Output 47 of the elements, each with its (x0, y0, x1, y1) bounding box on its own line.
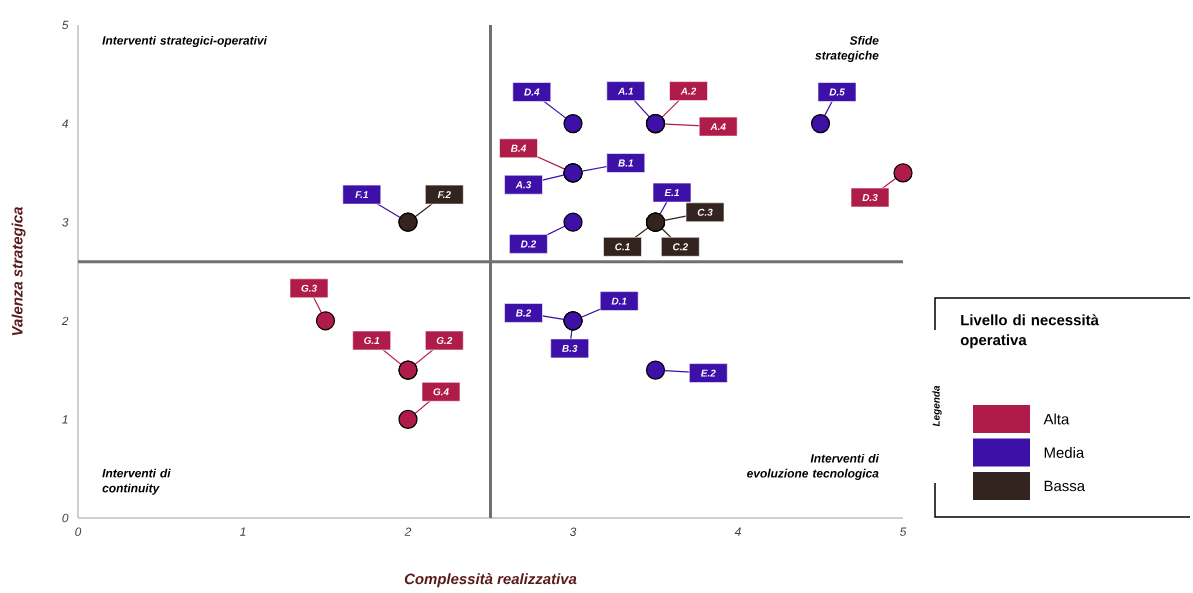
annotation: Interventi strategici-operativi (102, 35, 268, 48)
y-tick-label: 3 (62, 217, 69, 227)
x-tick-label: 3 (569, 527, 577, 536)
data-label: G.3 (301, 284, 317, 292)
data-label: G.1 (364, 336, 380, 345)
data-label: F.1 (355, 191, 368, 199)
data-label: D.2 (520, 240, 537, 248)
data-label: G.4 (433, 388, 449, 396)
data-label: E.2 (701, 369, 716, 377)
y-tick-label: 1 (62, 415, 68, 424)
data-label: A.3 (515, 181, 532, 189)
annotation: Interventi di continuity (102, 468, 171, 495)
data-label: B.3 (562, 344, 578, 352)
data-label: C.1 (615, 243, 630, 251)
data-label: A.4 (710, 123, 726, 131)
x-tick-label: 0 (75, 527, 82, 536)
data-label: B.4 (510, 144, 527, 152)
x-tick-label: 4 (734, 527, 741, 536)
x-axis-title: Complessità realizzativa (404, 573, 577, 588)
y-tick-label: 2 (61, 316, 69, 325)
legend-label: Bassa (1044, 480, 1086, 492)
annotation: Sfide strategiche (815, 35, 879, 63)
data-label: G.2 (436, 336, 453, 345)
y-axis-title: Valenza strategica (11, 207, 26, 336)
x-tick-label: 5 (899, 527, 907, 536)
legend-label: Media (1044, 447, 1085, 458)
legend-title: Livello di necessità operativa (960, 314, 1099, 349)
y-tick-label: 4 (61, 119, 69, 128)
data-label: C.2 (673, 243, 688, 251)
data-label: B.1 (618, 159, 634, 167)
data-label: D.3 (862, 193, 878, 202)
data-label: F.2 (437, 191, 451, 199)
x-tick-label: 1 (239, 527, 246, 536)
data-label: D.1 (611, 297, 627, 305)
data-label: D.4 (524, 88, 540, 96)
data-label: A.2 (680, 87, 697, 95)
data-label: C.3 (697, 208, 713, 216)
data-label: B.2 (515, 309, 532, 317)
data-label: E.1 (664, 189, 679, 197)
data-label: D.5 (829, 88, 845, 96)
x-tick-label: 2 (404, 527, 412, 536)
y-tick-label: 0 (62, 513, 69, 523)
legend-label: Alta (1043, 413, 1070, 425)
y-tick-label: 5 (62, 20, 69, 30)
text: Legenda (932, 385, 942, 427)
data-label: A.1 (617, 87, 634, 95)
annotation: Interventi di evoluzione tecnologica (747, 453, 880, 480)
